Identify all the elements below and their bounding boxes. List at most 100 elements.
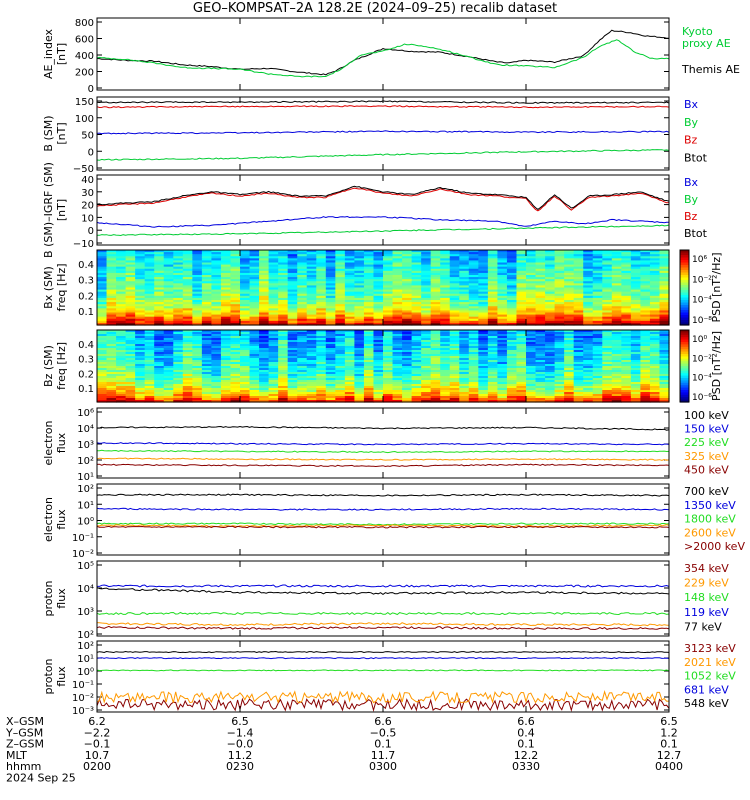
spectrogram-cell <box>135 318 146 322</box>
spectrogram-cell <box>621 270 632 274</box>
spectrogram-cell <box>211 398 222 401</box>
spectrogram-cell <box>592 295 603 299</box>
spectrogram-cell <box>201 295 212 299</box>
spectrogram-cell <box>335 386 346 389</box>
spectrogram-cell <box>583 332 594 335</box>
spectrogram-cell <box>468 394 479 397</box>
spectrogram-cell <box>373 360 384 363</box>
spectrogram-cell <box>402 260 413 264</box>
spectrogram-cell <box>154 304 165 307</box>
spectrogram-cell <box>182 304 193 307</box>
spectrogram-cell <box>583 346 594 349</box>
spectrogram-cell <box>316 289 327 293</box>
ylabel-bz_spec-0: Bz (SM) <box>42 345 55 387</box>
spectrogram-cell <box>201 291 212 295</box>
spectrogram-cell <box>135 250 146 253</box>
spectrogram-cell <box>554 372 565 375</box>
spectrogram-cell <box>497 322 508 326</box>
spectrogram-cell <box>611 277 622 280</box>
spectrogram-cell <box>516 372 527 375</box>
spectrogram-cell <box>354 260 365 264</box>
spectrogram-cell <box>421 314 432 318</box>
spectrogram-cell <box>259 322 270 326</box>
spectrogram-cell <box>545 264 556 268</box>
spectrogram-cell <box>430 272 441 276</box>
spectrogram-cell <box>211 376 222 379</box>
spectrogram-cell <box>573 394 584 397</box>
spectrogram-cell <box>468 364 479 367</box>
spectrogram-cell <box>249 380 260 383</box>
spectrogram-cell <box>640 312 651 316</box>
spectrogram-cell <box>621 340 632 343</box>
spectrogram-cell <box>459 392 470 395</box>
colorbar-cell <box>680 282 689 286</box>
spectrogram-cell <box>220 340 232 343</box>
spectrogram-cell <box>144 338 155 341</box>
spectrogram-cell <box>440 312 451 316</box>
spectrogram-cell <box>640 266 651 270</box>
spectrogram-cell <box>640 338 651 341</box>
spectrogram-cell <box>211 312 222 316</box>
spectrogram-cell <box>602 332 613 335</box>
spectrogram-cell <box>220 262 232 266</box>
spectrogram-cell <box>240 338 251 341</box>
spectrogram-cell <box>297 293 308 297</box>
spectrogram-cell <box>478 400 489 403</box>
spectrogram-cell <box>106 268 117 272</box>
spectrogram-cell <box>516 348 527 351</box>
spectrogram-cell <box>287 297 298 301</box>
spectrogram-cell <box>402 394 413 397</box>
spectrogram-cell <box>306 376 317 379</box>
spectrogram-cell <box>564 277 575 280</box>
spectrogram-cell <box>621 350 632 353</box>
spectrogram-cell <box>335 297 346 301</box>
spectrogram-cell <box>535 281 546 284</box>
spectrogram-cell <box>135 264 146 268</box>
spectrogram-cell <box>211 306 222 309</box>
spectrogram-cell <box>249 289 260 293</box>
spectrogram-cell <box>97 390 108 393</box>
spectrogram-cell <box>373 289 384 293</box>
spectrogram-cell <box>583 295 594 299</box>
spectrogram-cell <box>230 260 241 264</box>
spectrogram-cell <box>383 376 394 379</box>
spectrogram-cell <box>497 310 508 314</box>
spectrogram-cell <box>230 354 241 357</box>
footer-value-2-2: 0.1 <box>374 738 392 751</box>
spectrogram-cell <box>659 270 670 274</box>
spectrogram-cell <box>344 364 355 367</box>
spectrogram-cell <box>602 392 613 395</box>
spectrogram-cell <box>468 254 479 257</box>
spectrogram-cell <box>373 254 384 257</box>
spectrogram-cell <box>316 362 327 365</box>
spectrogram-cell <box>363 308 375 312</box>
spectrogram-cell <box>116 394 127 397</box>
legend-pf1-0: 354 keV <box>684 562 729 575</box>
spectrogram-cell <box>497 279 508 282</box>
spectrogram-cell <box>402 368 413 371</box>
spectrogram-cell <box>125 279 136 282</box>
spectrogram-cell <box>421 360 432 363</box>
spectrogram-cell <box>325 366 336 369</box>
spectrogram-cell <box>354 293 365 297</box>
spectrogram-cell <box>306 386 317 389</box>
colorbar-cell <box>680 287 689 291</box>
spectrogram-cell <box>611 318 622 322</box>
spectrogram-cell <box>611 342 622 345</box>
spectrogram-cell <box>602 374 613 377</box>
spectrogram-cell <box>249 316 260 320</box>
spectrogram-cell <box>297 384 308 387</box>
spectrogram-cell <box>402 364 413 367</box>
spectrogram-cell <box>383 254 394 257</box>
spectrogram-cell <box>211 262 222 266</box>
spectrogram-cell <box>611 268 622 272</box>
spectrogram-cell <box>268 342 279 345</box>
spectrogram-cell <box>278 289 289 293</box>
spectrogram-cell <box>192 392 203 395</box>
spectrogram-cell <box>430 250 441 253</box>
colorbar-cell <box>680 349 689 353</box>
spectrogram-cell <box>516 300 527 303</box>
spectrogram-cell <box>306 304 317 307</box>
spectrogram-cell <box>373 346 384 349</box>
spectrogram-cell <box>230 342 241 345</box>
